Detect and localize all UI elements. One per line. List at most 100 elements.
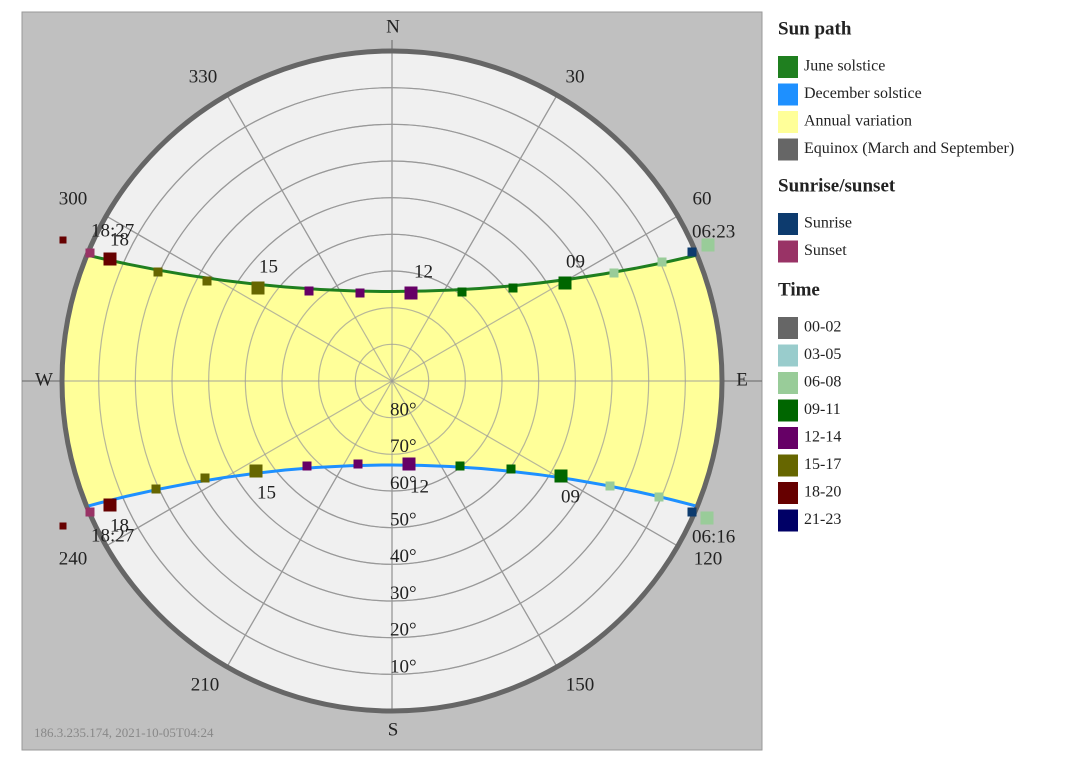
- sun-point: [85, 248, 95, 258]
- legend-heading: Sunrise/sunset: [778, 175, 896, 196]
- azimuth-spoke: [226, 380, 393, 668]
- sun-point: [687, 247, 697, 257]
- sun-point: [605, 481, 615, 491]
- azimuth-spoke: [391, 215, 679, 382]
- legend-swatch: [778, 56, 798, 78]
- sun-point: [353, 459, 363, 469]
- december-label: 15: [257, 482, 276, 503]
- legend-label: 18-20: [804, 484, 841, 501]
- sun-point: [402, 457, 416, 471]
- elevation-labels: 80° 70° 60° 50° 40° 30° 20° 10°: [390, 399, 417, 677]
- horizon: [59, 48, 725, 714]
- legend-swatch: [778, 240, 798, 263]
- sun-point: [59, 522, 67, 530]
- azimuth-label: 120: [694, 548, 723, 569]
- sun-point: [506, 464, 516, 474]
- sun-point: [457, 287, 467, 297]
- december-curve: [64, 463, 720, 522]
- sun-point: [609, 268, 619, 278]
- june-label: 12: [414, 261, 433, 282]
- december-label: 18: [110, 515, 129, 536]
- sun-point: [59, 236, 67, 244]
- legend-swatch: [778, 427, 798, 449]
- sun-point: [508, 283, 518, 293]
- elevation-label: 20°: [390, 620, 417, 641]
- azimuth-spoke: [391, 94, 558, 382]
- legend-label: Annual variation: [804, 113, 912, 130]
- elevation-label: 70°: [390, 436, 417, 457]
- june-label: 09: [566, 251, 585, 272]
- elevation-label: 30°: [390, 583, 417, 604]
- june-label: 18:27: [91, 220, 134, 241]
- legend-swatch: [778, 344, 798, 367]
- legend-label: 06-08: [804, 374, 841, 391]
- sun-point: [103, 498, 117, 512]
- sun-point: [404, 286, 418, 300]
- elevation-label: 40°: [390, 546, 417, 567]
- north: N: [386, 16, 400, 37]
- south: S: [388, 719, 399, 740]
- azimuth-spoke: [391, 380, 679, 547]
- legend-label: 03-05: [804, 346, 841, 363]
- legend-label: 21-23: [804, 511, 841, 528]
- legend-label: June solstice: [804, 58, 885, 75]
- sun-point: [554, 469, 568, 483]
- elevation-label: 50°: [390, 509, 417, 530]
- legend-label: 09-11: [804, 401, 841, 418]
- sun-point: [153, 267, 163, 277]
- legend-swatch: [778, 509, 798, 532]
- legend-swatch: [778, 482, 798, 504]
- legend-swatch: [778, 213, 798, 235]
- grid-over: [22, 40, 762, 711]
- sun-point: [251, 281, 265, 295]
- sun-point: [103, 252, 117, 266]
- sun-point: [657, 257, 667, 267]
- azimuth-label: 330: [189, 66, 218, 87]
- azimuth-label: 240: [59, 548, 88, 569]
- legend-swatch: [778, 399, 798, 422]
- sun-point: [700, 511, 714, 525]
- legend: Sun path June solstice December solstice An…: [778, 18, 1014, 532]
- sun-point: [355, 288, 365, 298]
- sun-point: [202, 276, 212, 286]
- legend-swatch: [778, 83, 798, 106]
- legend-swatch: [778, 111, 798, 133]
- sun-point: [701, 238, 715, 252]
- june-label: 15: [259, 256, 278, 277]
- legend-swatch: [778, 372, 798, 394]
- sun-point: [249, 464, 263, 478]
- legend-heading: Sun path: [778, 18, 852, 39]
- sun-point: [455, 461, 465, 471]
- legend-label: Sunrise: [804, 215, 852, 232]
- west: W: [35, 369, 53, 390]
- legend-label: Sunset: [804, 242, 847, 259]
- june-label: 06:23: [692, 221, 735, 242]
- elevation-label: 10°: [390, 656, 417, 677]
- sun-point: [558, 276, 572, 290]
- sun-point: [654, 492, 664, 502]
- legend-label: December solstice: [804, 85, 922, 102]
- azimuth-spoke: [226, 94, 393, 382]
- december-label: 12: [410, 476, 429, 497]
- azimuth-label: 30: [566, 66, 585, 87]
- sun-point: [302, 461, 312, 471]
- legend-swatch: [778, 317, 798, 339]
- legend-label: Equinox (March and September): [804, 140, 1014, 157]
- sun-point: [151, 484, 161, 494]
- sun-point: [200, 473, 210, 483]
- legend-swatch: [778, 138, 798, 161]
- december-label: 06:16: [692, 526, 735, 547]
- azimuth-spoke: [391, 380, 558, 668]
- azimuth-label: 210: [191, 674, 220, 695]
- sun-point: [85, 507, 95, 517]
- december-label: 18:27: [91, 525, 134, 546]
- sun-point: [687, 507, 697, 517]
- legend-swatch: [778, 454, 798, 477]
- east: E: [736, 369, 748, 390]
- azimuth-label: 150: [566, 674, 595, 695]
- footer: 186.3.235.174, 2021-10-05T04:24: [34, 725, 214, 740]
- azimuth-spoke: [105, 380, 393, 547]
- june-curve: [64, 241, 720, 293]
- legend-label: 12-14: [804, 429, 841, 446]
